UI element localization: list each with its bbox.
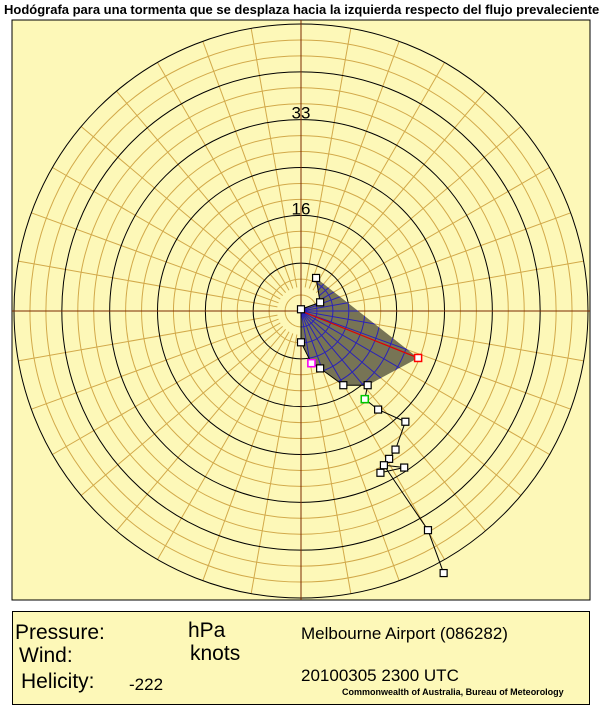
grid-spoke — [250, 334, 298, 594]
hodograph-point — [311, 273, 321, 283]
hodograph-point — [339, 381, 348, 390]
hodograph-point — [401, 417, 410, 426]
mesh-ring — [301, 294, 318, 328]
wind-label: Wind: — [19, 644, 73, 667]
special-point — [360, 394, 370, 404]
grid-spoke — [116, 90, 287, 294]
hodograph-point — [385, 454, 394, 463]
helicity-area — [301, 277, 419, 386]
hodograph-point — [296, 338, 306, 347]
radial-tick-label: 16 — [292, 199, 311, 218]
special-point — [307, 358, 316, 368]
grid-spoke — [157, 331, 290, 560]
helicity-label: Helicity: — [21, 670, 95, 693]
grid-spoke — [324, 260, 584, 308]
grid-spoke — [318, 126, 522, 297]
grid-spoke — [31, 212, 279, 304]
hodograph-point — [391, 445, 400, 454]
pressure-label: Pressure: — [15, 621, 105, 644]
credit-text: Commonwealth of Australia, Bureau of Met… — [342, 687, 564, 697]
chart-title: Hodógrafa para una tormenta que se despl… — [4, 2, 600, 17]
storm-motion-vector — [300, 310, 419, 359]
grid-spoke — [323, 212, 571, 304]
hodograph-point — [363, 381, 372, 390]
grid-spoke — [202, 333, 294, 581]
helicity-value: -222 — [129, 675, 164, 694]
storm-motion-point — [413, 353, 423, 363]
grid-spoke — [250, 28, 298, 288]
info-panel: Pressure: hPa Wind: knots Helicity: -222… — [12, 611, 590, 705]
hodograph-point — [316, 364, 325, 373]
grid-spoke — [308, 333, 400, 581]
grid-spoke — [116, 328, 287, 532]
station-name: Melbourne Airport (086282) — [301, 624, 508, 643]
grid-spoke — [321, 167, 550, 300]
grid-spoke — [304, 28, 352, 288]
grid-spoke — [52, 322, 281, 455]
grid-spoke — [312, 62, 445, 291]
grid-spoke — [202, 41, 294, 289]
grid-spoke — [157, 62, 290, 291]
grid-spoke — [308, 41, 400, 289]
grid-spoke — [304, 334, 352, 594]
observation-datetime: 20100305 2300 UTC — [301, 666, 459, 685]
grid-spoke — [18, 260, 278, 308]
radial-tick-label: 33 — [292, 104, 311, 123]
grid-spoke — [52, 167, 281, 300]
grid-spoke — [18, 314, 278, 362]
grid-spoke — [315, 90, 486, 294]
wind-unit: knots — [190, 642, 241, 665]
hodograph-point — [379, 461, 389, 470]
grid-spoke — [80, 325, 284, 496]
grid-spoke — [80, 126, 284, 297]
hodograph-point — [316, 298, 325, 307]
hodograph-point — [423, 526, 433, 535]
hodograph-point — [374, 405, 383, 414]
pressure-unit: hPa — [188, 619, 226, 642]
hodograph-point — [400, 463, 409, 472]
hodograph-point — [376, 468, 385, 477]
hodograph-point — [439, 568, 448, 578]
hodograph-point — [296, 305, 306, 314]
grid-spoke — [31, 318, 279, 410]
